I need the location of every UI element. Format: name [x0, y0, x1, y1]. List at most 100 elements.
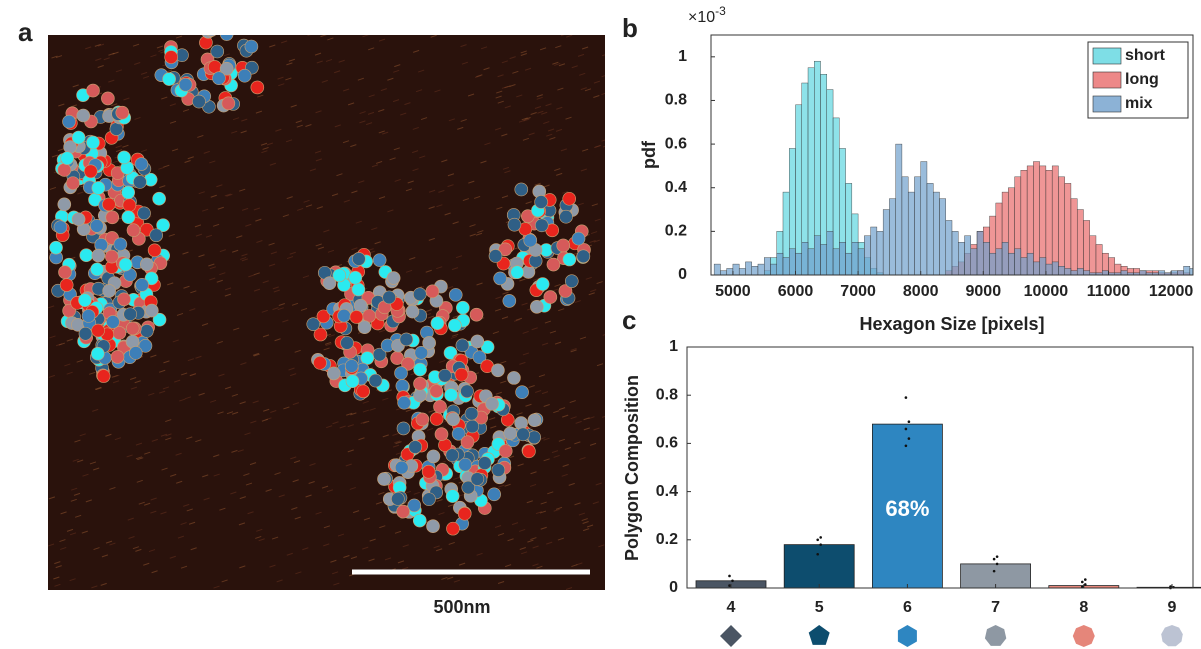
texture-streak: [392, 99, 400, 103]
texture-streak: [393, 147, 400, 151]
particle: [396, 504, 410, 519]
texture-streak: [509, 56, 516, 60]
particle: [313, 327, 328, 342]
histogram-bar: [1170, 270, 1178, 275]
texture-streak: [72, 458, 79, 462]
texture-streak: [105, 433, 112, 437]
texture-streak: [569, 400, 576, 404]
texture-streak: [198, 254, 205, 258]
particle: [178, 77, 193, 92]
texture-streak: [328, 334, 335, 338]
particle: [426, 519, 440, 534]
texture-streak: [268, 242, 275, 246]
texture-streak: [580, 87, 587, 91]
texture-streak: [243, 473, 250, 477]
particle: [352, 252, 366, 266]
texture-streak: [347, 102, 355, 106]
histogram-bar: [845, 252, 853, 275]
particle: [57, 163, 72, 177]
texture-streak: [520, 50, 527, 54]
particle: [514, 416, 528, 430]
texture-streak: [453, 477, 460, 480]
particle: [337, 308, 351, 323]
texture-streak: [182, 108, 190, 112]
texture-streak: [524, 67, 532, 71]
texture-streak: [496, 90, 503, 94]
texture-streak: [404, 490, 412, 494]
texture-streak: [165, 419, 172, 423]
texture-streak: [54, 583, 61, 587]
particle: [135, 278, 149, 292]
texture-streak: [462, 198, 470, 202]
texture-streak: [286, 552, 293, 556]
y-axis-label: pdf: [639, 140, 659, 169]
texture-streak: [144, 451, 151, 455]
histogram-bar: [1102, 270, 1109, 275]
particle: [446, 521, 460, 536]
particle: [91, 323, 105, 338]
texture-streak: [590, 289, 597, 293]
texture-streak: [202, 474, 209, 478]
texture-streak: [231, 411, 239, 415]
histogram-bar: [776, 252, 784, 275]
texture-streak: [534, 106, 542, 109]
texture-streak: [59, 539, 66, 543]
texture-streak: [535, 511, 543, 515]
texture-streak: [266, 142, 274, 146]
texture-streak: [292, 402, 300, 406]
texture-streak: [195, 355, 202, 359]
texture-streak: [362, 546, 369, 550]
particle: [456, 300, 470, 315]
texture-streak: [468, 180, 475, 184]
texture-streak: [288, 58, 296, 62]
x-tick-label: 7000: [840, 283, 876, 300]
texture-streak: [209, 266, 216, 270]
particle: [91, 248, 106, 263]
texture-streak: [417, 69, 425, 73]
scale-bar-label: 500nm: [433, 597, 490, 617]
texture-streak: [262, 146, 269, 150]
texture-streak: [150, 497, 157, 501]
texture-streak: [126, 454, 133, 458]
particle: [81, 309, 96, 323]
texture-streak: [189, 308, 196, 312]
texture-streak: [240, 130, 247, 134]
texture-streak: [428, 237, 435, 241]
texture-streak: [245, 482, 253, 486]
texture-streak: [69, 532, 77, 536]
histogram-bar: [1045, 170, 1053, 275]
texture-streak: [589, 240, 596, 243]
particle: [121, 210, 136, 225]
texture-streak: [201, 323, 209, 326]
texture-streak: [360, 421, 367, 424]
sample-point: [904, 427, 908, 431]
texture-streak: [77, 191, 84, 195]
particle: [102, 284, 116, 298]
texture-streak: [76, 459, 84, 463]
texture-streak: [536, 94, 543, 98]
texture-streak: [135, 456, 143, 460]
texture-streak: [363, 420, 370, 424]
texture-streak: [305, 494, 312, 498]
texture-streak: [378, 130, 385, 134]
texture-streak: [109, 542, 116, 546]
texture-streak: [369, 407, 376, 411]
particle: [460, 435, 475, 449]
particle: [425, 284, 440, 299]
particle: [62, 114, 76, 129]
texture-streak: [226, 411, 234, 415]
texture-streak: [593, 239, 600, 243]
texture-streak: [601, 415, 605, 418]
particle: [415, 412, 430, 427]
legend-label: short: [1125, 47, 1166, 64]
texture-streak: [452, 221, 459, 225]
texture-streak: [483, 67, 490, 71]
particle: [413, 388, 427, 403]
histogram-bar: [814, 235, 821, 275]
texture-streak: [579, 457, 586, 460]
texture-streak: [525, 201, 532, 205]
particle: [117, 150, 131, 165]
texture-streak: [596, 281, 603, 285]
particle: [152, 312, 167, 327]
texture-streak: [275, 128, 282, 132]
